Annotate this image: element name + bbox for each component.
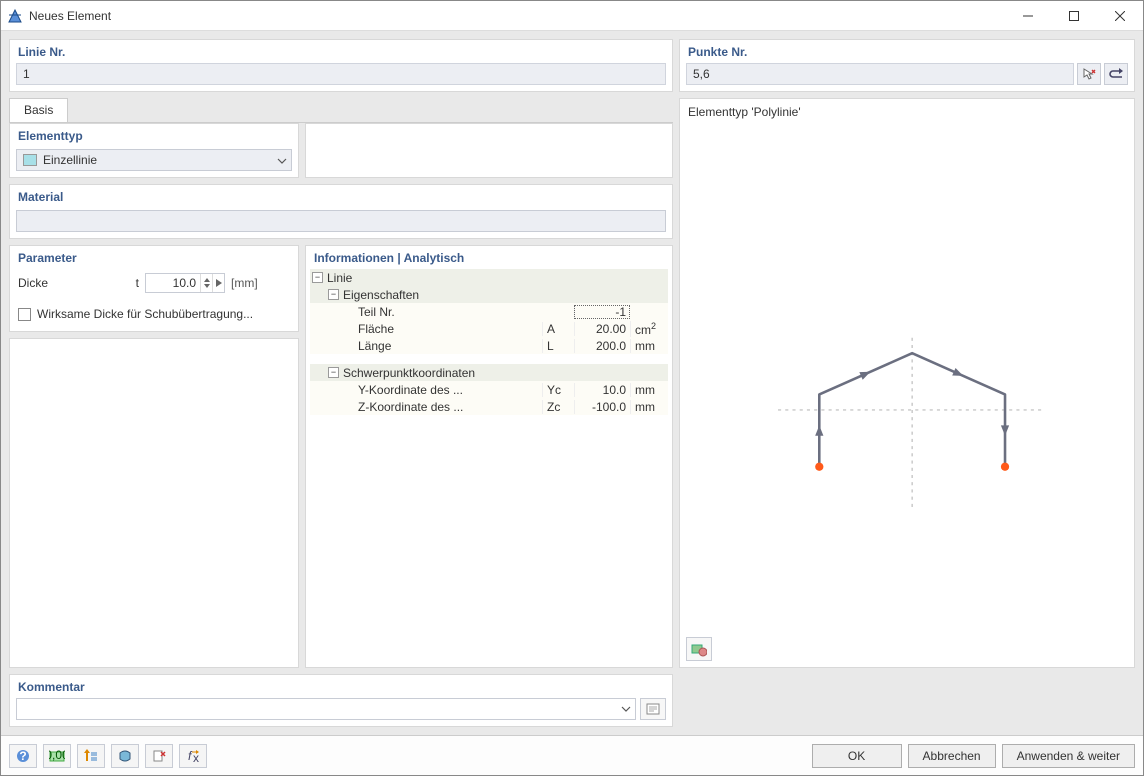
- preview-title: Elementtyp 'Polylinie': [680, 99, 1134, 125]
- kommentar-library-button[interactable]: [640, 698, 666, 720]
- delete-point-button[interactable]: [145, 744, 173, 768]
- flaeche-unit: cm2: [630, 321, 668, 337]
- dicke-label: Dicke: [18, 276, 113, 290]
- tab-basis[interactable]: Basis: [9, 98, 68, 122]
- elementtyp-value: Einzellinie: [43, 153, 277, 167]
- informationen-panel: Informationen | Analytisch − Linie − Eig…: [305, 245, 673, 668]
- apply-button[interactable]: Anwenden & weiter: [1002, 744, 1135, 768]
- svg-text:?: ?: [19, 749, 26, 763]
- elementtyp-header: Elementtyp: [10, 124, 298, 145]
- preview-settings-button[interactable]: [686, 637, 712, 661]
- material-library-button[interactable]: [111, 744, 139, 768]
- polyline-diagram: [680, 125, 1134, 633]
- maximize-button[interactable]: [1051, 1, 1097, 31]
- left-form-area: Basis Elementtyp Einzellinie: [9, 98, 673, 668]
- chevron-down-icon: [277, 153, 287, 167]
- dicke-symbol: t: [119, 276, 139, 290]
- linie-nr-label: Linie Nr.: [10, 40, 672, 61]
- parameter-header: Parameter: [10, 246, 298, 267]
- dicke-spinner[interactable]: 10.0: [145, 273, 225, 293]
- tab-strip: Basis: [9, 98, 673, 122]
- material-dropdown[interactable]: [16, 210, 666, 232]
- punkte-nr-input[interactable]: 5,6: [686, 63, 1074, 85]
- cancel-button[interactable]: Abbrechen: [908, 744, 996, 768]
- reverse-button[interactable]: [1104, 63, 1128, 85]
- dicke-value: 10.0: [146, 276, 200, 290]
- linie-nr-value: 1: [23, 67, 30, 81]
- elementtyp-dropdown[interactable]: Einzellinie: [16, 149, 292, 171]
- dialog-neues-element: Neues Element Linie Nr. 1 Punkte Nr. 5,6: [0, 0, 1144, 776]
- punkte-nr-label: Punkte Nr.: [680, 40, 1134, 61]
- wirksame-dicke-label: Wirksame Dicke für Schubübertragung...: [37, 307, 253, 321]
- parameter-panel: Parameter Dicke t 10.0: [9, 245, 299, 332]
- kommentar-dropdown[interactable]: [16, 698, 636, 720]
- collapse-icon: −: [328, 367, 339, 378]
- titlebar: Neues Element: [1, 1, 1143, 31]
- dicke-unit: [mm]: [231, 276, 258, 290]
- content-area: Linie Nr. 1 Punkte Nr. 5,6 Basis: [1, 31, 1143, 735]
- preview-panel: Elementtyp 'Polylinie': [679, 98, 1135, 668]
- spinner-step-icon: [212, 274, 224, 292]
- preview-canvas: [680, 125, 1134, 633]
- collapse-icon: −: [312, 272, 323, 283]
- linie-nr-panel: Linie Nr. 1: [9, 39, 673, 92]
- info-tree: − Linie − Eigenschaften Teil Nr.: [310, 269, 668, 415]
- row-flaeche: Fläche A 20.00 cm2: [310, 320, 668, 337]
- linie-nr-input[interactable]: 1: [16, 63, 666, 85]
- wirksame-dicke-row[interactable]: Wirksame Dicke für Schubübertragung...: [18, 307, 290, 321]
- spinner-arrows-icon: [200, 274, 212, 292]
- app-icon: [7, 8, 23, 24]
- ok-button[interactable]: OK: [812, 744, 902, 768]
- collapse-icon: −: [328, 289, 339, 300]
- row-z-coord: Z-Koordinate des ... Zc -100.0 mm: [310, 398, 668, 415]
- svg-text:0,00: 0,00: [49, 749, 65, 762]
- help-button[interactable]: ?: [9, 744, 37, 768]
- close-button[interactable]: [1097, 1, 1143, 31]
- punkte-nr-panel: Punkte Nr. 5,6: [679, 39, 1135, 92]
- window-title: Neues Element: [29, 9, 1005, 23]
- informationen-header: Informationen | Analytisch: [306, 246, 672, 267]
- minimize-button[interactable]: [1005, 1, 1051, 31]
- elementtyp-panel: Elementtyp Einzellinie: [9, 123, 299, 178]
- spacer-panel-1: [305, 123, 673, 178]
- material-panel: Material: [9, 184, 673, 239]
- footer-bar: ? 0,00 fx OK Abbrechen Anwenden & weiter: [1, 735, 1143, 775]
- units-button[interactable]: 0,00: [43, 744, 71, 768]
- dicke-row: Dicke t 10.0: [18, 273, 290, 293]
- tab-body-basis: Elementtyp Einzellinie Material: [9, 122, 673, 668]
- row-teil-nr: Teil Nr. -1: [310, 303, 668, 320]
- spacer-panel-2: [9, 338, 299, 668]
- kommentar-panel: Kommentar: [9, 674, 673, 727]
- elementtyp-swatch: [23, 154, 37, 166]
- kommentar-header: Kommentar: [10, 675, 672, 696]
- renumber-button[interactable]: [77, 744, 105, 768]
- function-button[interactable]: fx: [179, 744, 207, 768]
- row-y-coord: Y-Koordinate des ... Yc 10.0 mm: [310, 381, 668, 398]
- checkbox-icon: [18, 308, 31, 321]
- material-header: Material: [10, 185, 672, 206]
- pick-points-button[interactable]: [1077, 63, 1101, 85]
- chevron-down-icon: [621, 706, 631, 712]
- tree-node-eigenschaften[interactable]: − Eigenschaften: [310, 286, 668, 303]
- tree-node-linie[interactable]: − Linie: [310, 269, 668, 286]
- tree-node-schwerpunkt[interactable]: − Schwerpunktkoordinaten: [310, 364, 668, 381]
- punkte-nr-value: 5,6: [693, 67, 710, 81]
- row-laenge: Länge L 200.0 mm: [310, 337, 668, 354]
